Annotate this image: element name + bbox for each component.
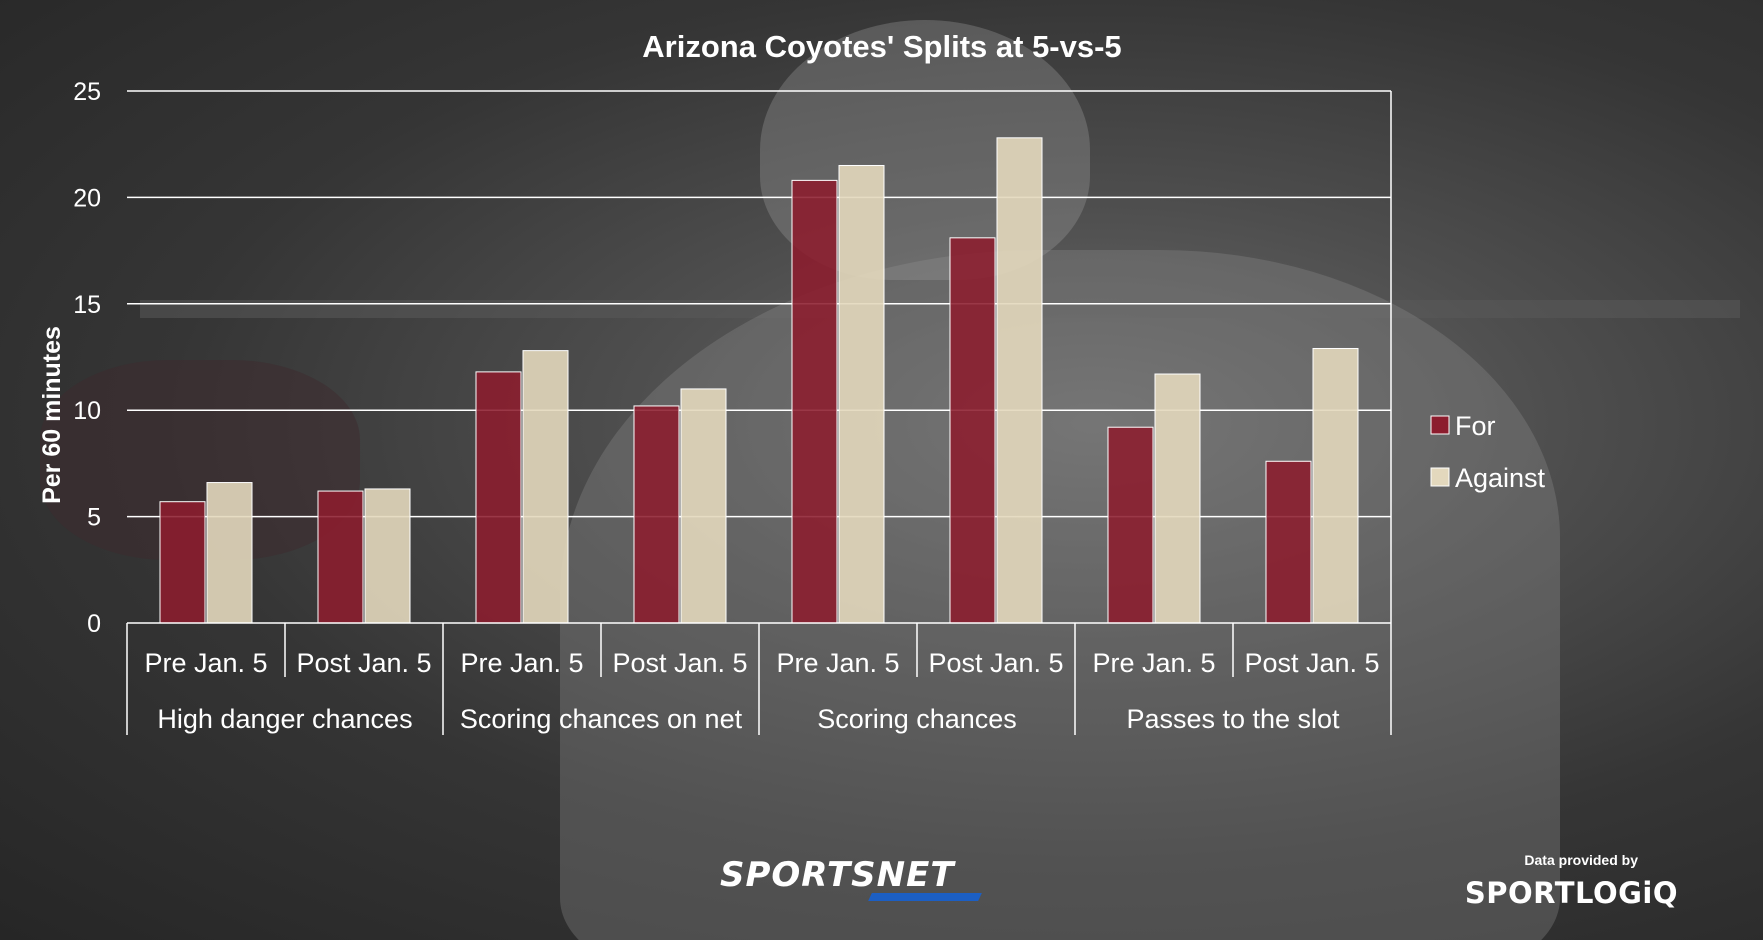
sportsnet-swoosh-icon — [868, 893, 982, 901]
y-tick-label: 10 — [73, 397, 101, 425]
bar-for-5 — [949, 237, 996, 624]
legend-label-against: Against — [1455, 463, 1546, 493]
x-category-label: Pre Jan. 5 — [460, 648, 583, 678]
x-group-label: Scoring chances — [817, 704, 1017, 734]
bar-for-1 — [317, 490, 364, 624]
legend-label-for: For — [1455, 411, 1496, 441]
bar-against-0 — [206, 482, 253, 624]
x-category-label: Post Jan. 5 — [928, 648, 1063, 678]
x-group-label: High danger chances — [157, 704, 412, 734]
sportlogiq-logo: SPORTLOGiQ — [1464, 876, 1678, 910]
y-axis-title: Per 60 minutes — [38, 326, 66, 504]
bar-for-2 — [475, 371, 522, 624]
bar-against-5 — [996, 137, 1043, 624]
x-category-label: Post Jan. 5 — [1244, 648, 1379, 678]
bar-against-4 — [838, 164, 885, 624]
x-category-label: Pre Jan. 5 — [1092, 648, 1215, 678]
y-tick-label: 15 — [73, 291, 101, 319]
bar-against-2 — [522, 350, 569, 624]
x-category-label: Post Jan. 5 — [296, 648, 431, 678]
bar-against-7 — [1312, 347, 1359, 624]
y-tick-label: 20 — [73, 184, 101, 212]
bar-for-0 — [159, 501, 206, 624]
y-tick-label: 25 — [73, 78, 101, 106]
x-category-label: Pre Jan. 5 — [144, 648, 267, 678]
bar-for-6 — [1107, 426, 1154, 624]
bar-for-4 — [791, 179, 838, 624]
bars — [159, 137, 1359, 624]
bar-against-1 — [364, 488, 411, 624]
y-tick-label: 5 — [87, 504, 101, 532]
x-group-label: Scoring chances on net — [460, 704, 743, 734]
x-group-label: Passes to the slot — [1126, 704, 1340, 734]
x-axis: Pre Jan. 5 Post Jan. 5 Pre Jan. 5 Post Jan.… — [126, 622, 1392, 735]
bar-against-3 — [680, 388, 727, 624]
x-category-label: Post Jan. 5 — [612, 648, 747, 678]
legend-swatch-against — [1430, 467, 1450, 487]
y-tick-label: 0 — [87, 610, 101, 638]
x-category-label: Pre Jan. 5 — [776, 648, 899, 678]
chart-title: Arizona Coyotes' Splits at 5-vs-5 — [642, 29, 1121, 64]
bar-against-6 — [1154, 373, 1201, 624]
sportsnet-logo-text: SPORTSNET — [720, 855, 955, 895]
legend: For Against — [1430, 411, 1546, 493]
data-credit-label: Data provided by — [1524, 852, 1638, 868]
sportsnet-logo: SPORTSNET — [720, 855, 982, 901]
background-photo-player — [560, 250, 1560, 940]
bar-for-3 — [633, 405, 680, 624]
bar-for-7 — [1265, 460, 1312, 624]
legend-swatch-for — [1430, 415, 1450, 435]
